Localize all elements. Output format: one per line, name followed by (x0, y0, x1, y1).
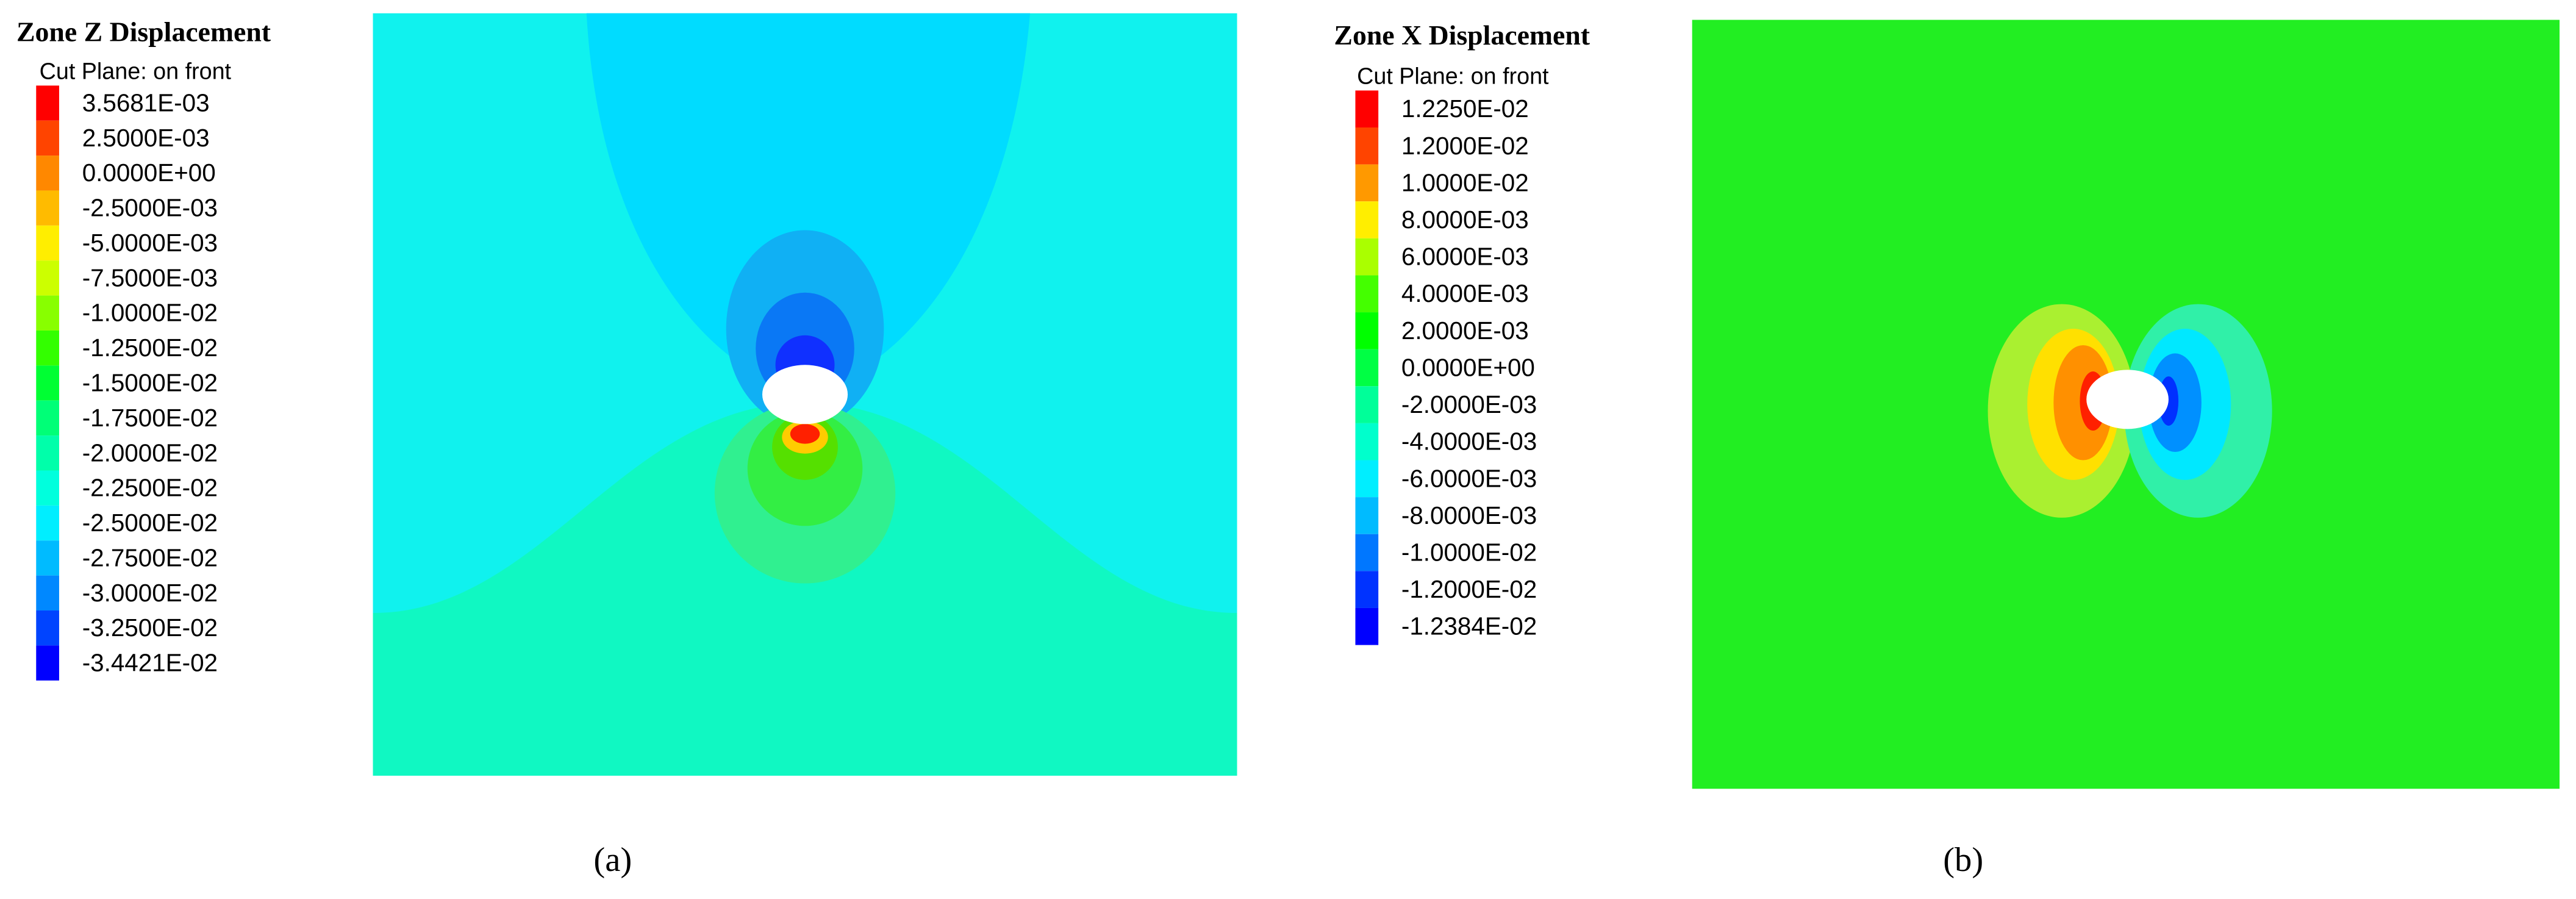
legend-swatch (1355, 275, 1379, 313)
legend-label: -1.7500E-02 (82, 404, 218, 432)
legend-swatch (1355, 238, 1379, 276)
legend-label: 1.2000E-02 (1401, 132, 1529, 160)
legend-swatch (36, 190, 59, 226)
legend-swatch (36, 365, 59, 401)
legend-label: -4.0000E-03 (1401, 428, 1537, 456)
legend-swatch (36, 645, 59, 681)
contour-field-x (1692, 20, 2560, 789)
legend-swatch (1355, 607, 1379, 645)
legend-label: -1.0000E-02 (1401, 539, 1537, 567)
legend-swatch (36, 470, 59, 506)
legend-swatch (36, 330, 59, 366)
legend-swatch (36, 260, 59, 296)
legend-label: 6.0000E-03 (1401, 243, 1529, 271)
legend-swatch (36, 540, 59, 576)
legend-swatch (1355, 349, 1379, 387)
panel-title: Zone Z Displacement (16, 16, 271, 48)
panel-title: Zone X Displacement (1334, 20, 1590, 51)
legend-swatch (36, 120, 59, 156)
legend-label: -5.0000E-03 (82, 229, 218, 257)
legend-label: -2.2500E-02 (82, 474, 218, 502)
legend-label: 1.2250E-02 (1401, 95, 1529, 123)
legend-swatch (1355, 386, 1379, 423)
legend-label: 0.0000E+00 (1401, 353, 1535, 381)
legend-label: 3.5681E-03 (82, 88, 210, 116)
legend-label: 2.5000E-03 (82, 124, 210, 152)
legend-label: -2.7500E-02 (82, 543, 218, 571)
legend-swatch (1355, 497, 1379, 534)
field-region (373, 403, 1237, 776)
legend-label: -2.5000E-03 (82, 194, 218, 222)
legend-swatch (1355, 90, 1379, 127)
legend-label: -1.2384E-02 (1401, 612, 1537, 640)
panel-caption: (b) (1943, 841, 1983, 879)
legend-swatch (36, 156, 59, 191)
legend-label: -7.5000E-03 (82, 263, 218, 292)
tunnel-opening (762, 365, 848, 424)
legend-swatch (1355, 201, 1379, 238)
legend-swatch (36, 435, 59, 471)
legend-swatch (1355, 312, 1379, 349)
legend-label: -8.0000E-03 (1401, 501, 1537, 529)
panel-caption: (a) (593, 841, 632, 879)
tunnel-opening (2086, 370, 2169, 429)
legend-label: 0.0000E+00 (82, 159, 216, 187)
legend-swatch (1355, 534, 1379, 571)
legend-swatch (36, 85, 59, 121)
legend-swatch (1355, 460, 1379, 498)
legend-swatch (36, 575, 59, 611)
contour-field-z (373, 13, 1237, 776)
legend-label: 1.0000E-02 (1401, 168, 1529, 196)
legend-label: -1.5000E-02 (82, 369, 218, 397)
legend-swatch (36, 611, 59, 646)
panel-subtitle: Cut Plane: on front (1357, 63, 1549, 89)
legend-label: -2.0000E-03 (1401, 390, 1537, 418)
legend-label: 8.0000E-03 (1401, 206, 1529, 234)
legend-label: -3.2500E-02 (82, 614, 218, 642)
legend-swatch (36, 295, 59, 331)
legend-label: -1.2500E-02 (82, 334, 218, 362)
legend-label: 2.0000E-03 (1401, 317, 1529, 345)
legend-label: -3.0000E-02 (82, 579, 218, 607)
panel-subtitle: Cut Plane: on front (40, 59, 232, 84)
legend-label: -2.5000E-02 (82, 509, 218, 537)
legend-label: -1.2000E-02 (1401, 575, 1537, 603)
legend-label: -3.4421E-02 (82, 649, 218, 677)
legend-swatch (1355, 127, 1379, 165)
legend-swatch (36, 400, 59, 436)
legend-swatch (1355, 164, 1379, 202)
legend-swatch (36, 505, 59, 541)
legend-swatch (36, 225, 59, 261)
legend-label: -6.0000E-03 (1401, 464, 1537, 492)
legend-label: -2.0000E-02 (82, 439, 218, 467)
legend-swatch (1355, 423, 1379, 460)
legend-swatch (1355, 571, 1379, 608)
field-region (790, 424, 820, 444)
legend-label: -1.0000E-02 (82, 299, 218, 327)
legend-label: 4.0000E-03 (1401, 279, 1529, 307)
field-region (586, 13, 1031, 395)
